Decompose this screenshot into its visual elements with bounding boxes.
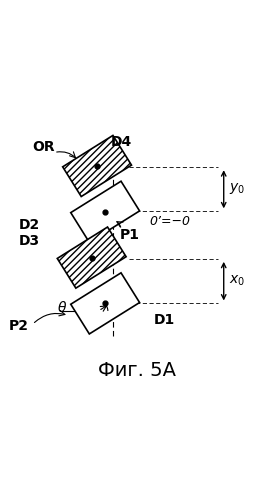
Text: D3: D3	[19, 235, 40, 249]
Text: P1: P1	[119, 228, 139, 242]
Text: $y_0$: $y_0$	[229, 181, 245, 197]
Polygon shape	[71, 273, 140, 334]
Polygon shape	[57, 227, 126, 288]
Text: D4: D4	[111, 135, 132, 149]
Text: OR: OR	[32, 140, 54, 154]
Text: P2: P2	[9, 319, 29, 333]
Text: $x_0$: $x_0$	[229, 273, 245, 288]
Text: D2: D2	[19, 218, 40, 232]
Text: Фиг. 5А: Фиг. 5А	[98, 361, 177, 380]
Polygon shape	[63, 135, 131, 197]
Polygon shape	[71, 181, 140, 243]
Text: $\theta$: $\theta$	[57, 300, 67, 315]
Text: 0’=−0: 0’=−0	[149, 215, 190, 228]
Text: D1: D1	[154, 312, 175, 326]
